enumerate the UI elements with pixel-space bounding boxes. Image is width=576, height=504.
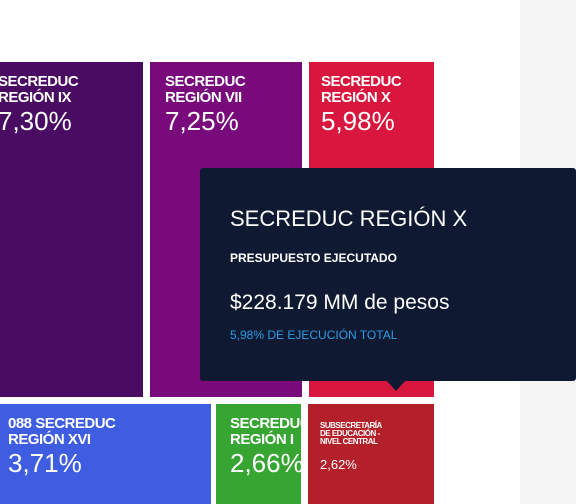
tooltip-subtitle: PRESUPUESTO EJECUTADO: [230, 251, 397, 265]
tile-label: SUBSECRETARÍA: [320, 421, 382, 430]
tooltip-title: SECREDUC REGIÓN X: [230, 206, 468, 231]
tile-value: 2,66%: [230, 448, 301, 478]
tile-value: 7,25%: [165, 106, 239, 136]
tile-value: 2,62%: [320, 457, 357, 472]
tile-value: 3,71%: [8, 448, 82, 478]
tile: SUBSECRETARÍA DE EDUCACIÓN - NIVEL CENTRAL…: [308, 404, 434, 504]
tile-label: SECREDUC: [0, 73, 79, 90]
tile-label: REGIÓN VII: [165, 89, 242, 106]
tile-label: 088 SECREDUC: [8, 415, 116, 432]
tile-label: REGIÓN I: [230, 431, 294, 448]
tooltip-share: 5,98% DE EJECUCIÓN TOTAL: [230, 328, 398, 342]
tile-label: DE EDUCACIÓN -: [320, 429, 380, 438]
tile-label: NIVEL CENTRAL: [320, 437, 378, 446]
tile-label: SECREDUC: [165, 73, 246, 90]
tooltip-arrow: [386, 380, 406, 391]
tile-label: REGIÓN XVI: [8, 431, 91, 448]
tile-label: REGIÓN IX: [0, 89, 72, 106]
tile-label: SECREDUC: [230, 415, 301, 432]
tooltip-amount: $228.179 MM de pesos: [230, 291, 450, 314]
tile-label: REGIÓN X: [321, 89, 391, 106]
tile: 088 SECREDUC REGIÓN XVI 3,71%: [0, 404, 211, 504]
tile: SECREDUC REGIÓN IX 7,30%: [0, 62, 143, 397]
tile-label: SECREDUC: [321, 73, 402, 90]
tooltip: SECREDUC REGIÓN X PRESUPUESTO EJECUTADO …: [200, 168, 576, 381]
tile-value: 7,30%: [0, 106, 72, 136]
tile-value: 5,98%: [321, 106, 395, 136]
